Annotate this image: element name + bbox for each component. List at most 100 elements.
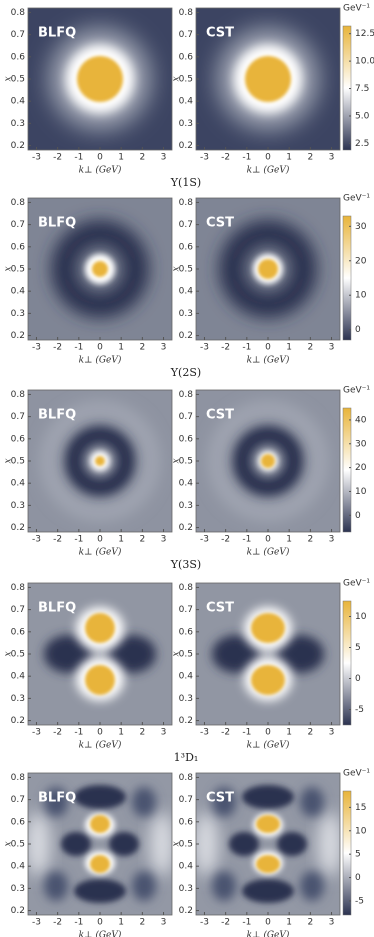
- y-tick-label: 0.5: [179, 650, 193, 660]
- y-tick-label: 0.4: [11, 672, 26, 682]
- x-tick-label: 1: [118, 918, 124, 928]
- heatmap-blob: [109, 832, 139, 856]
- x-tick-label: 2: [307, 535, 313, 545]
- x-tick-label: 2: [307, 343, 313, 353]
- y-tick-label: 0.4: [179, 479, 194, 489]
- x-axis-label: k⊥ (GeV): [79, 740, 122, 751]
- x-tick-label: 1: [118, 153, 124, 163]
- y-tick-label: 0.3: [11, 884, 25, 894]
- heatmap: [28, 8, 172, 150]
- colorbar-label: GeV⁻¹: [343, 579, 370, 589]
- y-tick-label: 0.3: [179, 501, 193, 511]
- colorbar-label: GeV⁻¹: [343, 769, 370, 779]
- plot-axes: -3 -2 -1 0 1 2 3 0.2 0.3 0.4 0.5 0.6 0.7 0.8 x k⊥ (GeV)…: [172, 389, 341, 558]
- heatmap-blob: [256, 855, 280, 873]
- panel-label: BLFQ: [38, 216, 76, 231]
- plot-axes: -3 -2 -1 0 1 2 3 0.2 0.3 0.4 0.5 0.6 0.7 0.8 x k⊥ (GeV)…: [4, 389, 173, 558]
- heatmap-ring: [65, 426, 135, 496]
- y-axis-label: x: [172, 651, 182, 656]
- heatmap-blob: [92, 261, 108, 277]
- x-tick-label: 1: [286, 343, 292, 353]
- heatmap: [196, 390, 340, 532]
- x-tick-label: -1: [242, 535, 251, 545]
- y-axis-label: x: [172, 266, 182, 271]
- heatmap-ring: [233, 426, 303, 496]
- x-tick-label: -2: [221, 343, 230, 353]
- x-tick-label: 0: [265, 918, 271, 928]
- colorbar-tick-label: 30: [355, 222, 367, 232]
- heatmap-blob: [61, 832, 91, 856]
- colorbar-tick-label: 7.5: [355, 84, 369, 94]
- y-tick-label: 0.5: [11, 650, 25, 660]
- y-tick-label: 0.4: [11, 479, 26, 489]
- y-tick-label: 0.8: [179, 198, 194, 208]
- panel-label: CST: [206, 791, 234, 806]
- y-tick-label: 0.2: [11, 716, 25, 726]
- heatmap-blob: [251, 613, 285, 643]
- heatmap-blob: [251, 665, 285, 695]
- x-tick-label: -2: [221, 153, 230, 163]
- heatmap-blob: [196, 812, 218, 876]
- y-tick-label: 0.3: [179, 694, 193, 704]
- heatmap-blob: [318, 812, 340, 876]
- colorbar-tick-label: 15: [355, 803, 366, 813]
- x-tick-label: -3: [200, 728, 209, 738]
- heatmap-blob: [132, 871, 156, 901]
- row-caption: Υ(1S): [170, 176, 201, 189]
- y-axis-label: x: [172, 841, 182, 846]
- y-tick-label: 0.7: [11, 30, 25, 40]
- x-tick-label: 2: [307, 918, 313, 928]
- y-tick-label: 0.6: [179, 52, 194, 62]
- x-tick-label: -1: [74, 918, 83, 928]
- y-tick-label: 0.3: [179, 884, 193, 894]
- row-caption: Υ(2S): [170, 366, 201, 379]
- y-tick-label: 0.2: [11, 906, 25, 916]
- y-tick-label: 0.7: [179, 605, 193, 615]
- y-tick-label: 0.2: [179, 141, 193, 151]
- x-tick-label: -1: [74, 535, 83, 545]
- y-tick-label: 0.7: [179, 30, 193, 40]
- x-tick-label: -2: [221, 728, 230, 738]
- x-tick-label: -3: [32, 153, 41, 163]
- y-tick-label: 0.6: [179, 817, 194, 827]
- x-tick-label: 3: [161, 343, 167, 353]
- y-tick-label: 0.2: [11, 141, 25, 151]
- plot-axes: -3 -2 -1 0 1 2 3 0.2 0.3 0.4 0.5 0.6 0.7 0.8 x k⊥ (GeV)…: [4, 582, 173, 751]
- colorbar-tick-label: 10: [355, 612, 367, 622]
- y-tick-label: 0.7: [11, 220, 25, 230]
- y-tick-label: 0.5: [11, 75, 25, 85]
- x-tick-label: 2: [139, 535, 145, 545]
- colorbar-label: GeV⁻¹: [343, 4, 370, 14]
- heatmap-ring: [42, 403, 158, 519]
- y-tick-label: 0.6: [179, 434, 194, 444]
- x-tick-label: 0: [97, 153, 103, 163]
- x-tick-label: 0: [97, 343, 103, 353]
- heatmap-blob: [258, 259, 278, 279]
- y-tick-label: 0.4: [179, 97, 194, 107]
- colorbar-tick-label: 0: [355, 511, 361, 521]
- x-tick-label: 1: [118, 728, 124, 738]
- colorbar: [342, 25, 352, 151]
- colorbar-tick-label: 5: [355, 643, 361, 653]
- y-tick-label: 0.2: [179, 906, 193, 916]
- y-tick-label: 0.5: [11, 265, 25, 275]
- x-axis-label: k⊥ (GeV): [247, 547, 290, 558]
- x-tick-label: 3: [329, 153, 335, 163]
- x-tick-label: 2: [139, 918, 145, 928]
- y-tick-label: 0.2: [179, 523, 193, 533]
- heatmap-blob: [212, 635, 260, 673]
- y-axis-label: x: [172, 458, 182, 463]
- y-tick-label: 0.8: [11, 583, 26, 593]
- x-tick-label: 1: [118, 535, 124, 545]
- colorbar-tick-label: 12.5: [355, 29, 374, 39]
- x-axis-label: k⊥ (GeV): [79, 355, 122, 366]
- x-tick-label: -1: [242, 343, 251, 353]
- y-tick-label: 0.7: [11, 412, 25, 422]
- x-tick-label: -3: [200, 535, 209, 545]
- colorbar-tick-label: 30: [355, 439, 367, 449]
- x-tick-label: 3: [161, 535, 167, 545]
- y-axis-label: x: [4, 266, 14, 271]
- y-tick-label: 0.7: [11, 795, 25, 805]
- y-tick-label: 0.8: [179, 8, 194, 18]
